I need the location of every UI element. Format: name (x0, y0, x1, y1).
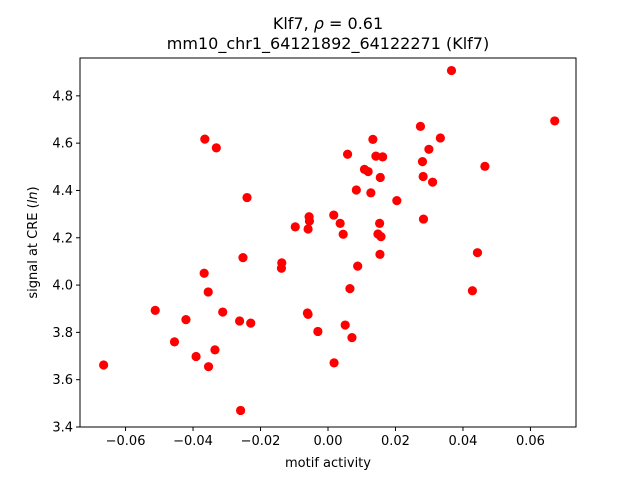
data-point (418, 171, 428, 182)
data-point (238, 253, 248, 263)
plot-area (80, 58, 576, 427)
data-point (366, 188, 376, 198)
data-point (428, 177, 438, 187)
data-point (313, 326, 323, 337)
data-point (415, 121, 426, 131)
data-point (342, 149, 353, 159)
data-point (347, 332, 357, 343)
data-point (329, 210, 339, 220)
x-tick-label: 0.06 (516, 434, 545, 449)
data-point (236, 405, 246, 416)
data-point (211, 143, 221, 153)
data-point (480, 161, 490, 171)
data-point (150, 305, 160, 315)
data-point (353, 261, 363, 271)
y-tick-label: 4.8 (52, 89, 73, 104)
data-point (376, 231, 386, 242)
data-point (169, 337, 180, 347)
data-points (99, 65, 560, 416)
data-point (304, 216, 315, 226)
data-point (276, 263, 287, 273)
y-tick-label: 4.6 (52, 137, 73, 152)
data-point (290, 222, 300, 232)
y-tick-label: 3.8 (52, 326, 73, 341)
y-tick-label: 4.0 (52, 279, 73, 294)
y-tick-label: 3.6 (52, 373, 73, 388)
chart-title: Klf7, ρ = 0.61 (273, 14, 383, 33)
data-point (191, 351, 201, 362)
y-tick-label: 3.4 (52, 421, 73, 436)
data-point (550, 116, 560, 126)
data-point (363, 166, 373, 177)
data-point (203, 362, 214, 372)
x-tick-label: −0.04 (173, 434, 213, 449)
data-point (435, 133, 445, 143)
data-point (418, 214, 429, 224)
data-point (338, 229, 348, 239)
data-point (375, 172, 385, 183)
data-point (246, 318, 256, 328)
y-tick-label: 4.2 (52, 231, 73, 246)
data-point (472, 248, 483, 258)
data-point (218, 307, 228, 317)
data-point (242, 192, 252, 203)
data-point (181, 315, 191, 325)
data-point (303, 309, 313, 320)
data-point (200, 134, 210, 144)
x-axis-label: motif activity (285, 456, 371, 471)
data-point (446, 65, 457, 76)
x-axis-ticks: −0.06 −0.04 −0.02 0.00 0.02 0.04 0.06 (106, 427, 545, 449)
data-point (378, 152, 388, 162)
y-axis-label: signal at CRE (ln) (26, 186, 41, 298)
data-point (329, 358, 339, 368)
data-point (335, 218, 345, 228)
data-point (392, 196, 402, 206)
data-point (371, 151, 381, 161)
data-point (345, 284, 355, 294)
y-axis-ticks: 3.4 3.6 3.8 4.0 4.2 4.4 4.6 4.8 (52, 89, 80, 436)
data-point (351, 185, 361, 195)
data-point (303, 224, 313, 234)
x-tick-label: 0.04 (448, 434, 477, 449)
x-tick-label: −0.06 (106, 434, 146, 449)
chart-subtitle: mm10_chr1_64121892_64122271 (Klf7) (167, 34, 489, 54)
data-point (375, 218, 385, 228)
y-tick-label: 4.4 (52, 184, 73, 199)
data-point (424, 144, 434, 154)
data-point (199, 268, 209, 278)
data-point (210, 345, 220, 355)
data-point (235, 316, 245, 326)
data-point (203, 287, 213, 297)
data-point (417, 157, 428, 167)
x-tick-label: −0.02 (241, 434, 281, 449)
data-point (467, 286, 478, 296)
data-point (375, 249, 385, 259)
data-point (368, 134, 378, 144)
x-tick-label: 0.02 (381, 434, 410, 449)
data-point (340, 320, 350, 330)
data-point (99, 360, 109, 370)
x-tick-label: 0.00 (314, 434, 343, 449)
